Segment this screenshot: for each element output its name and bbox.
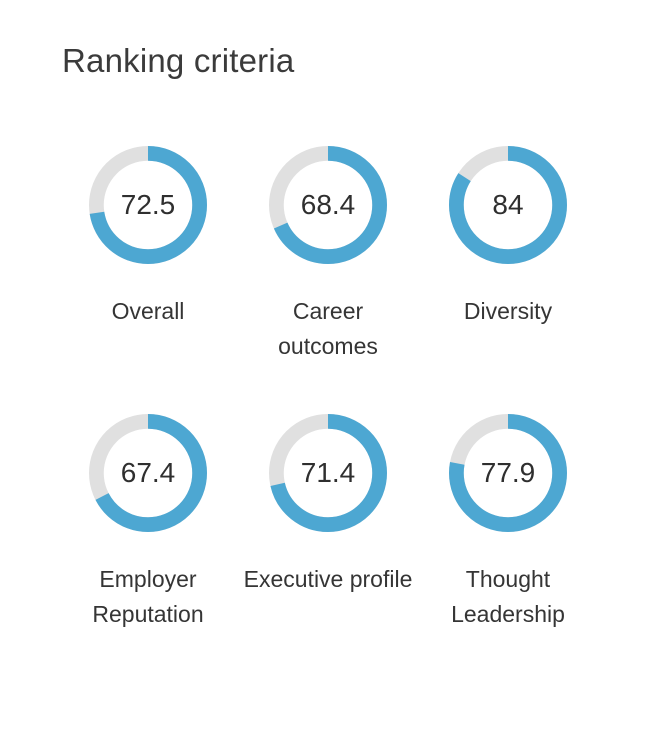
criterion-card: 67.4 Employer Reputation	[58, 414, 238, 632]
donut-ring-icon	[449, 146, 567, 264]
donut-value: 72.5	[120, 189, 176, 220]
criterion-label: Career outcomes	[278, 298, 378, 359]
donut-chart: 77.9	[449, 414, 567, 532]
criterion-label: Overall	[111, 298, 185, 324]
donut-chart: 71.4	[269, 414, 387, 532]
donut-value: 67.4	[120, 457, 176, 488]
ranking-criteria-panel: Ranking criteria 72.5 Overall 68.4 Career o…	[0, 42, 654, 632]
donut-value: 71.4	[300, 457, 356, 488]
criterion-card: 84 Diversity	[418, 146, 598, 364]
criterion-card: 68.4 Career outcomes	[238, 146, 418, 364]
criterion-label: Thought Leadership	[451, 566, 565, 627]
donut-value: 68.4	[300, 189, 356, 220]
criteria-grid: 72.5 Overall 68.4 Career outcomes 84 Diversit…	[58, 146, 654, 632]
donut-value: 77.9	[480, 457, 536, 488]
criterion-label: Diversity	[463, 298, 553, 324]
donut-ring-icon	[449, 414, 567, 532]
donut-ring-icon	[269, 414, 387, 532]
criterion-card: 71.4 Executive profile	[238, 414, 418, 632]
donut-value: 84	[492, 189, 524, 220]
donut-chart: 67.4	[89, 414, 207, 532]
criterion-card: 72.5 Overall	[58, 146, 238, 364]
donut-ring-icon	[89, 414, 207, 532]
donut-chart: 68.4	[269, 146, 387, 264]
donut-chart: 72.5	[89, 146, 207, 264]
criterion-label: Employer Reputation	[92, 566, 204, 627]
criterion-card: 77.9 Thought Leadership	[418, 414, 598, 632]
donut-ring-icon	[89, 146, 207, 264]
donut-ring-icon	[269, 146, 387, 264]
page-title: Ranking criteria	[62, 42, 295, 79]
criterion-label: Executive profile	[243, 566, 413, 592]
donut-chart: 84	[449, 146, 567, 264]
